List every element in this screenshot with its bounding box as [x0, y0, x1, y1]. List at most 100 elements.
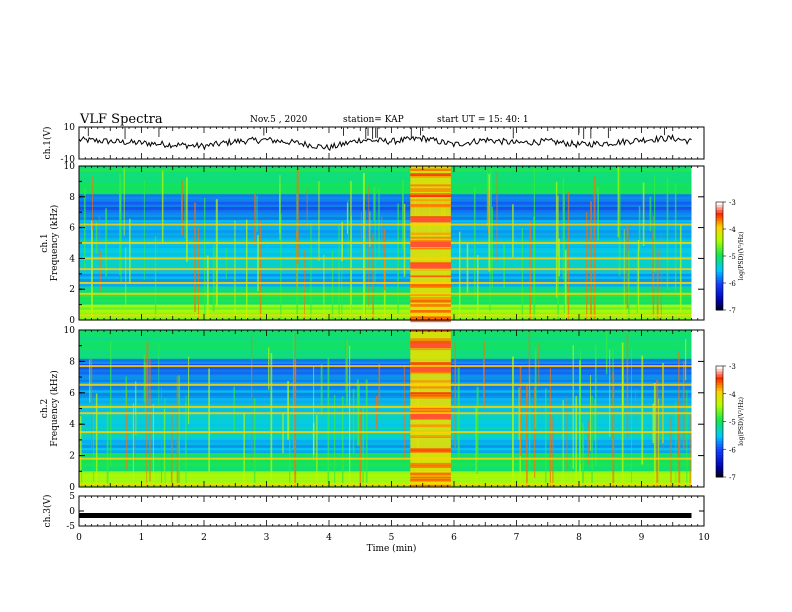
ch1-noise-streak	[186, 177, 188, 262]
ch2-spectral-line	[79, 383, 692, 386]
ch2-spectrum-band	[79, 340, 692, 344]
ch1-noise-streak	[491, 207, 493, 289]
ch1-noise-streak	[92, 176, 93, 230]
ch2-noise-streak	[378, 363, 381, 410]
colorbar-swatch	[716, 204, 723, 208]
colorbar-swatch	[716, 239, 723, 243]
ch1-burst-line	[410, 236, 451, 239]
ch1-noise-streak	[161, 170, 164, 244]
ch2-spectrum-band	[79, 429, 692, 433]
colorbar-swatch	[716, 415, 723, 420]
x-tick-label: 2	[201, 533, 207, 543]
ch2-burst-line	[410, 370, 451, 374]
ch1-spectrum-band	[79, 186, 692, 190]
ch2-spectrum-band	[79, 348, 692, 352]
ch2-spectrum-band	[79, 450, 692, 454]
ch2-spectrum-band	[79, 395, 692, 399]
colorbar-tick-label: -3	[729, 363, 736, 371]
ch1-burst-line	[410, 204, 451, 207]
colorbar-swatch	[716, 374, 723, 378]
ch2-noise-streak	[587, 420, 589, 465]
colorbar-swatch	[716, 452, 723, 456]
ch2-spectrum-band	[79, 439, 692, 444]
ch2-spectrum-band	[79, 476, 692, 480]
ch2-noise-streak	[146, 341, 149, 404]
ch2-noise-streak	[656, 380, 659, 487]
ch1-noise-streak	[593, 176, 596, 320]
ch1-noise-streak	[125, 247, 127, 307]
ch1-noise-streak	[279, 175, 281, 240]
ch1-burst-line	[410, 319, 451, 323]
ch2-noise-streak	[89, 359, 91, 403]
ch1-noise-streak	[557, 195, 559, 269]
colorbar-swatch	[716, 247, 723, 252]
ch2-noise-streak	[359, 409, 362, 487]
ch1-spectrum-band	[79, 225, 692, 229]
ch2-noise-streak	[170, 404, 173, 487]
ch2-spectrum-band	[79, 471, 692, 475]
ch1-burst-line	[410, 239, 451, 242]
colorbar-swatch	[716, 280, 723, 284]
ch2-noise-streak	[158, 343, 160, 410]
colorbar-swatch	[716, 291, 723, 295]
ch2-spectrum-band	[79, 408, 692, 412]
ch2-spectrum-band	[79, 442, 692, 446]
ch2-noise-streak	[253, 398, 256, 487]
channel-label: ch.2	[40, 399, 50, 418]
ch1-noise-streak	[652, 215, 655, 316]
colorbar-swatch	[716, 413, 723, 417]
ch1-spectrum-band	[79, 212, 692, 216]
ch2-spectrum-band	[79, 403, 692, 407]
ch2-noise-streak	[289, 415, 291, 487]
y-tick-label: -5	[66, 522, 75, 532]
ch2-spectrum-band	[79, 426, 692, 430]
ch1-noise-streak	[119, 173, 121, 220]
ch2-spectrum-band	[79, 416, 692, 420]
colorbar-swatch	[716, 215, 723, 219]
ch2-noise-streak	[595, 344, 597, 466]
ch2-noise-streak	[609, 349, 611, 437]
ch1-noise-streak	[212, 245, 215, 312]
ch1-noise-streak	[280, 214, 282, 320]
x-tick-label: 7	[514, 533, 520, 543]
ch2-spectrum-band	[79, 371, 692, 376]
ch2-burst-line	[410, 407, 451, 410]
colorbar-swatch	[716, 237, 723, 241]
colorbar-swatch	[716, 366, 723, 370]
colorbar-swatch	[716, 393, 723, 398]
ch2-noise-streak	[146, 355, 148, 487]
y-tick-label: 4	[69, 420, 75, 430]
ch2-spectrum-band	[79, 437, 692, 441]
ch1-noise-streak	[617, 167, 620, 238]
colorbar-tick-label: -4	[729, 226, 736, 234]
ch1-noise-streak	[383, 228, 386, 291]
ch2-spectrum-band	[79, 419, 692, 423]
ch1-noise-streak	[557, 255, 559, 320]
ch1-burst-line	[410, 189, 451, 192]
colorbar-swatch	[716, 299, 723, 303]
ch2-noise-streak	[652, 403, 654, 444]
ch2-burst-line	[410, 484, 451, 488]
colorbar-swatch	[716, 207, 723, 211]
ch2-noise-streak	[341, 396, 344, 487]
ch2-spectrum-band	[79, 460, 692, 464]
ch1-noise-streak	[83, 188, 86, 271]
ch1-noise-streak	[304, 249, 305, 320]
ch2-burst-line	[410, 465, 451, 468]
colorbar-swatch	[716, 226, 723, 230]
ch2-burst-line	[410, 418, 451, 420]
colorbar-swatch	[716, 399, 723, 403]
y-tick-label: 4	[69, 254, 75, 264]
ch2-noise-streak	[349, 345, 351, 487]
ch1-burst-emission	[410, 217, 451, 223]
colorbar-swatch	[716, 288, 723, 292]
colorbar-swatch	[716, 296, 723, 300]
ch1-burst-emission	[410, 242, 451, 247]
ch2-noise-streak	[454, 342, 456, 449]
ch1-burst-line	[410, 283, 451, 287]
ch2-noise-streak	[164, 397, 166, 487]
ch2-spectrum-band	[79, 337, 692, 342]
colorbar-tick-label: -4	[729, 391, 736, 399]
ch2-spectral-line	[79, 365, 692, 368]
ch2-noise-streak	[161, 387, 162, 487]
